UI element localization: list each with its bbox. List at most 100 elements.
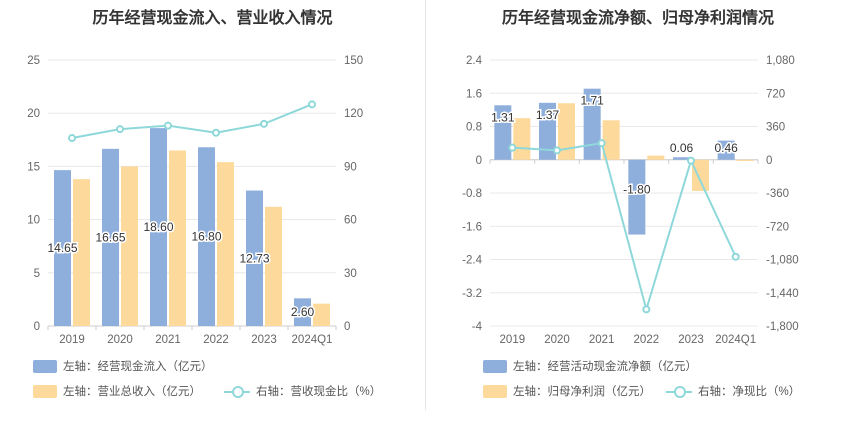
y-right-tick-label: 90 [344, 161, 357, 173]
y-right-tick-label: -720 [766, 221, 789, 233]
line-point [508, 143, 517, 152]
y-left-tick-label: -2.4 [462, 255, 482, 267]
legend-item[interactable]: 左轴：营业总收入（亿元） [33, 383, 201, 399]
legend-label: 左轴：归母净利润（亿元） [513, 386, 651, 398]
bar [54, 170, 71, 326]
chart-title: 历年经营现金流净额、归母净利润情况 [501, 10, 774, 27]
bar [539, 102, 556, 160]
y-right-tick-label: 360 [766, 122, 785, 134]
x-tick-label: 2022 [634, 334, 660, 346]
y-right-tick-label: 60 [344, 215, 357, 227]
bar [494, 105, 512, 160]
legend-label: 左轴：经营活动现金流净额（亿元） [513, 361, 697, 373]
y-right-tick-label: -1,440 [766, 288, 799, 300]
y-left-tick-label: 15 [27, 161, 40, 173]
bar [602, 120, 620, 160]
chart-plot-area: -4 -3.2 -2.4 -1.6 -0.8 0 0.8 1.6 2.4 -1,800 -1,440… [462, 55, 799, 346]
line-point [687, 156, 695, 165]
line-point [260, 119, 268, 128]
bar [150, 128, 167, 326]
bar [169, 150, 186, 326]
data-label: 2.60 [291, 305, 315, 319]
bar [73, 179, 90, 326]
legend-line-marker-icon [666, 385, 692, 398]
bar [198, 147, 215, 326]
chart-panel-right: 历年经营现金流净额、归母净利润情况 -4 -3.2 -2.4 -1.6 -0.8 0 0.8… [426, 0, 850, 437]
data-label: 16.80 [191, 230, 221, 244]
legend-label: 左轴：营业总收入（亿元） [63, 386, 201, 398]
bar [692, 159, 709, 191]
chart-plot-area: 0 5 10 15 20 25 0 30 60 90 120 150 2019 2020 2021 2022 2… [27, 55, 363, 346]
x-tick-label: 2024Q1 [292, 334, 333, 346]
line-point [164, 121, 172, 130]
y-left-tick-label: 5 [34, 268, 40, 280]
chart-title: 历年经营现金流入、营业收入情况 [92, 10, 333, 27]
y-right-tick-label: -1,080 [766, 255, 799, 267]
bar [717, 140, 735, 160]
bar [217, 162, 234, 326]
y-right-tick-label: 30 [344, 268, 357, 280]
y-right-tick-label: 720 [766, 88, 785, 100]
legend-item[interactable]: 右轴：营收现金比（%） [224, 383, 381, 399]
legend-swatch-icon [483, 359, 507, 373]
x-tick-label: 2021 [155, 334, 181, 346]
bar [736, 159, 754, 161]
series-line [512, 141, 737, 314]
y-right-tick-label: -1,800 [766, 321, 799, 333]
y-left-tick-label: 25 [27, 55, 40, 67]
data-label: 12.73 [239, 251, 269, 265]
y-right-tick-label: 0 [344, 321, 350, 333]
bar [265, 206, 282, 326]
x-tick-label: 2019 [59, 334, 85, 346]
legend-item[interactable]: 左轴：经营现金流入（亿元） [33, 358, 213, 374]
bar [647, 155, 665, 160]
panel-divider [425, 0, 426, 410]
y-right-tick-label: -360 [766, 188, 789, 200]
y-left-tick-label: 0.8 [466, 122, 482, 134]
data-label: 0.46 [714, 141, 738, 155]
x-tick-label: 2022 [203, 334, 229, 346]
y-left-tick-label: -0.8 [462, 188, 482, 200]
y-left-tick-label: -3.2 [462, 288, 482, 300]
legend-item[interactable]: 右轴：净现比（%） [666, 383, 800, 399]
legend-label: 左轴：经营现金流入（亿元） [63, 361, 213, 373]
bar [513, 118, 531, 160]
data-label: 1.31 [491, 110, 515, 124]
x-tick-label: 2023 [678, 334, 704, 346]
x-tick-label: 2019 [500, 334, 526, 346]
y-left-tick-label: 1.6 [466, 88, 482, 100]
bar [102, 148, 119, 326]
y-right-tick-label: 1,080 [766, 55, 795, 67]
data-label: 16.65 [95, 230, 125, 244]
legend-item[interactable]: 左轴：经营活动现金流净额（亿元） [483, 358, 697, 374]
bar [558, 103, 575, 160]
y-right-tick-label: 150 [344, 55, 363, 67]
data-label: 1.37 [536, 108, 560, 122]
data-label: -1.80 [623, 182, 651, 196]
line-point [597, 139, 606, 148]
legend-swatch-icon [33, 359, 57, 373]
y-right-tick-label: 0 [766, 155, 772, 167]
data-label: 14.65 [47, 241, 77, 255]
y-left-tick-label: -4 [472, 321, 483, 333]
data-label: 18.60 [143, 220, 173, 234]
bar [246, 190, 263, 326]
legend-item[interactable]: 左轴：归母净利润（亿元） [483, 383, 651, 399]
y-left-tick-label: 20 [27, 108, 40, 120]
bar [121, 166, 138, 326]
legend-label: 右轴：营收现金比（%） [256, 386, 382, 398]
x-tick-label: 2020 [544, 334, 570, 346]
bar [628, 159, 646, 235]
line-point [642, 305, 651, 314]
x-tick-label: 2024Q1 [715, 334, 756, 346]
line-point [116, 125, 124, 134]
y-left-tick-label: 0 [476, 155, 482, 167]
y-left-tick-label: -1.6 [462, 221, 482, 233]
legend-swatch-icon [483, 384, 507, 398]
x-tick-label: 2020 [107, 334, 133, 346]
bar [583, 88, 601, 160]
legend-line-marker-icon [224, 385, 250, 398]
bar [673, 157, 690, 160]
y-left-tick-label: 10 [27, 215, 40, 227]
y-left-tick-label: 2.4 [466, 55, 483, 67]
